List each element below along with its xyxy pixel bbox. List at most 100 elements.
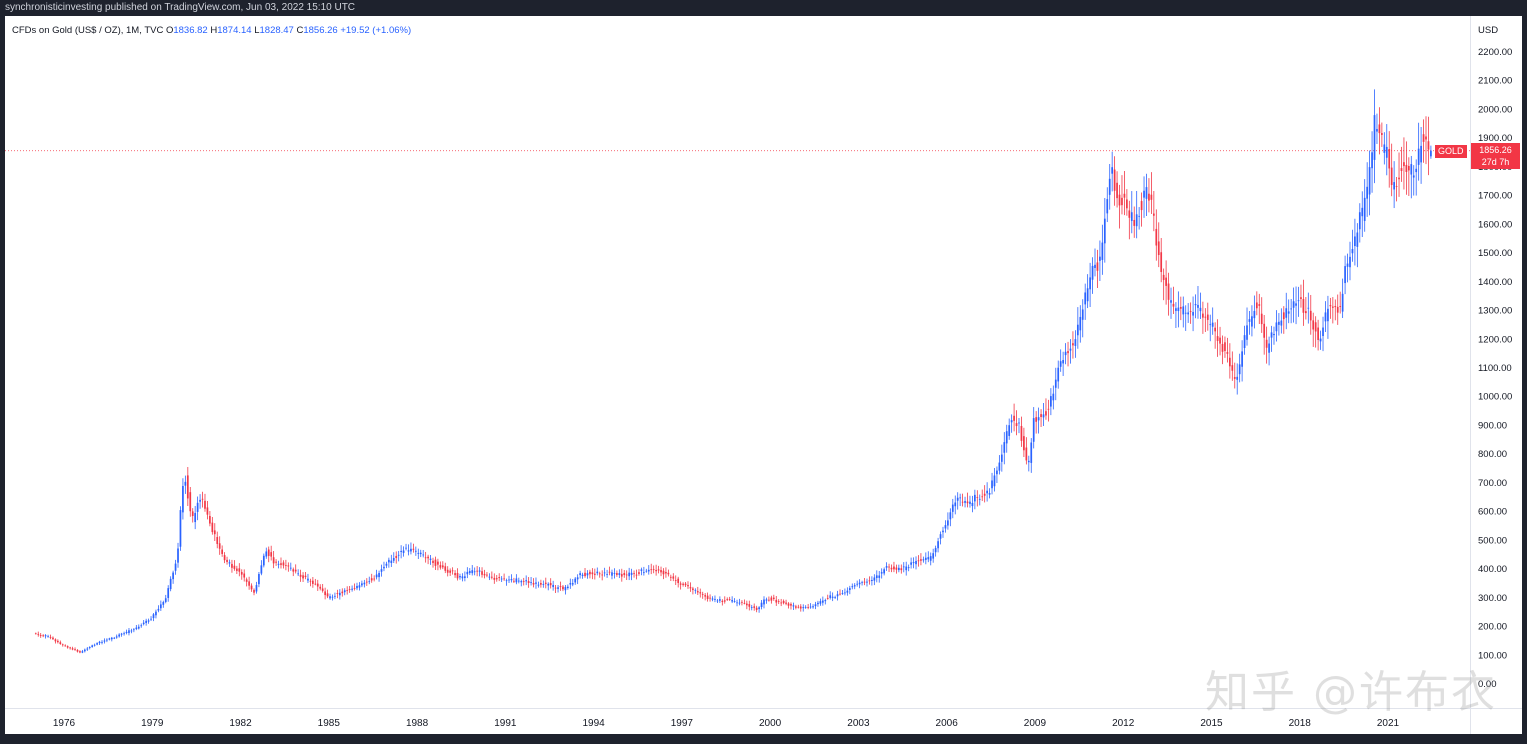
candle-body <box>1037 417 1040 421</box>
candle <box>1231 351 1234 381</box>
candle <box>147 618 150 624</box>
candle <box>42 634 45 638</box>
candle <box>660 566 662 577</box>
candle <box>1427 116 1430 176</box>
candle-body <box>351 588 353 590</box>
candle <box>498 573 501 582</box>
candle <box>1148 178 1150 213</box>
candle <box>361 580 363 588</box>
candle <box>383 561 385 572</box>
price-chart[interactable]: 0.00 100.00 200.00 300.00 400.00 500.00 600.00… <box>5 16 1522 734</box>
candle-body <box>549 582 552 586</box>
candle <box>400 545 402 559</box>
candle-body <box>593 573 596 575</box>
candle-body <box>726 599 729 600</box>
candle-body <box>481 571 483 575</box>
candle-body <box>1081 309 1084 320</box>
candle <box>422 549 425 558</box>
candle-body <box>1150 194 1153 200</box>
candle-body <box>473 571 476 573</box>
candle-body <box>839 593 841 595</box>
candle <box>1236 363 1239 395</box>
candle <box>258 571 260 588</box>
candle-body <box>873 577 876 581</box>
candle <box>628 567 631 581</box>
candle <box>66 645 69 649</box>
candle <box>1133 206 1136 238</box>
candle-body <box>1206 314 1209 320</box>
candle <box>169 576 172 592</box>
candle <box>172 570 174 584</box>
candle-body <box>1309 310 1312 321</box>
candle <box>932 548 935 563</box>
candle <box>868 576 871 585</box>
candle-body <box>1192 312 1194 316</box>
candle <box>96 642 98 646</box>
candle-body <box>135 627 138 629</box>
candle <box>253 588 255 596</box>
candle <box>1018 417 1020 434</box>
candle-body <box>996 470 998 475</box>
candle-body <box>189 492 192 512</box>
candle-body <box>1214 327 1217 332</box>
candle <box>895 564 898 574</box>
candle <box>552 580 555 591</box>
candle-body <box>1231 365 1234 371</box>
candle <box>723 596 726 604</box>
candle-body <box>1165 277 1167 286</box>
candle <box>844 588 846 596</box>
candle-body <box>331 596 334 598</box>
candle-body <box>336 593 339 594</box>
candle-body <box>608 571 611 573</box>
candle-body <box>1145 187 1148 199</box>
candle <box>1204 308 1207 332</box>
candle-body <box>243 573 246 578</box>
candle <box>363 579 366 588</box>
candle-body <box>1297 300 1300 302</box>
candle-body <box>1045 411 1047 416</box>
chart-frame[interactable]: 0.00 100.00 200.00 300.00 400.00 500.00 600.00… <box>5 16 1522 734</box>
candle-body <box>566 586 569 589</box>
candle <box>1268 336 1270 366</box>
candle-body <box>515 578 518 583</box>
candle-body <box>508 579 510 581</box>
candle-body <box>618 573 621 575</box>
candle <box>1322 316 1324 352</box>
candle <box>824 598 827 605</box>
published-by-text: synchronisticinvesting published on Trad… <box>5 2 356 13</box>
y-tick-label: 400.00 <box>1478 564 1507 575</box>
candle-body <box>1327 308 1329 322</box>
candle-body <box>145 620 147 623</box>
candle-body <box>888 566 890 568</box>
candle-body <box>282 562 285 566</box>
candle-body <box>1175 308 1177 311</box>
candle-body <box>667 572 670 575</box>
candle-body <box>674 580 677 581</box>
candle <box>1025 437 1028 465</box>
candle-body <box>49 636 52 638</box>
candle <box>557 585 559 593</box>
candle <box>417 548 420 559</box>
candle <box>1199 292 1202 320</box>
candle <box>1062 351 1064 376</box>
candle <box>1358 203 1361 243</box>
candle <box>520 579 523 587</box>
candle-body <box>736 602 738 604</box>
candle-body <box>449 570 452 573</box>
candle-body <box>660 570 662 573</box>
candle-body <box>110 637 113 640</box>
candle <box>196 496 199 521</box>
candle <box>532 578 535 588</box>
candle <box>1233 362 1236 389</box>
candle-body <box>1253 310 1256 319</box>
candle <box>748 600 751 611</box>
candle-body <box>302 575 304 579</box>
candle-body <box>1400 168 1403 171</box>
candle-body <box>633 573 635 575</box>
x-tick-label: 1982 <box>229 718 252 729</box>
candle <box>456 568 459 581</box>
x-tick-label: 1994 <box>582 718 605 729</box>
high-value: 1874.14 <box>217 25 252 36</box>
candle <box>1035 411 1038 434</box>
candle <box>402 546 405 557</box>
